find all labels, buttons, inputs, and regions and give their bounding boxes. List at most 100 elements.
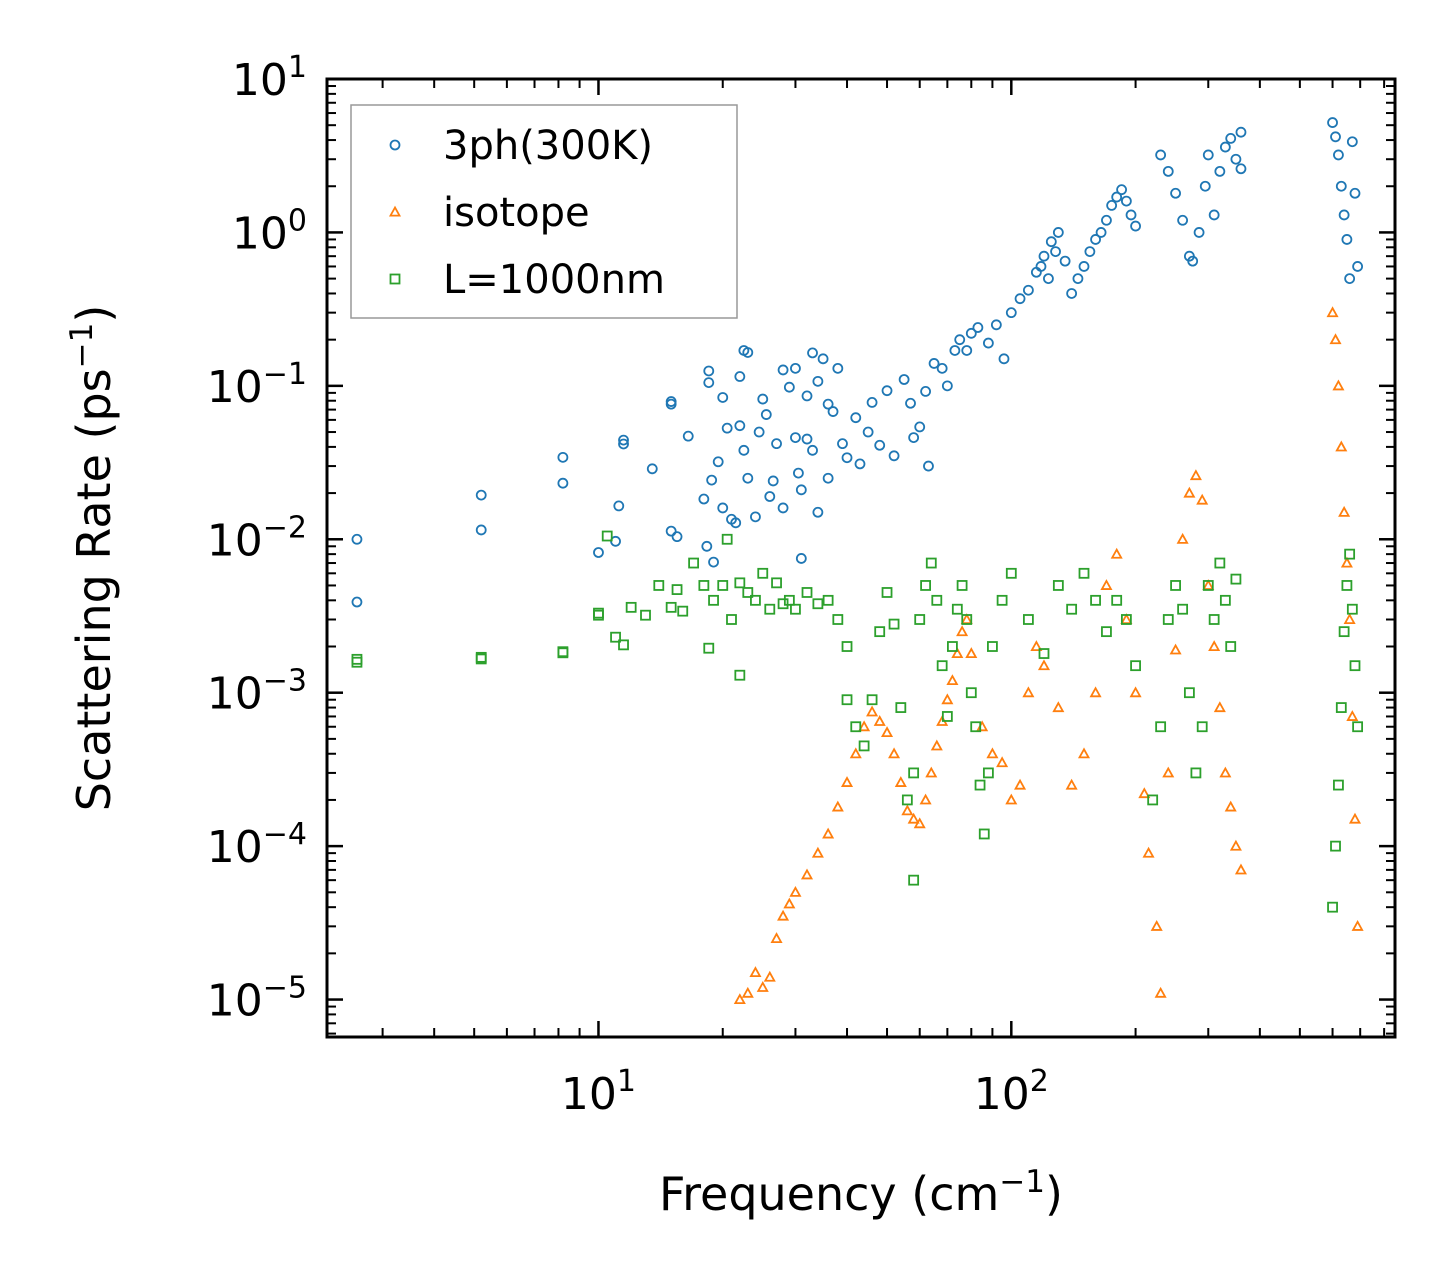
data-point — [1183, 687, 1195, 699]
data-point — [866, 397, 878, 408]
data-point — [753, 426, 765, 438]
data-point — [557, 477, 569, 489]
data-point — [874, 439, 886, 451]
data-point — [956, 625, 969, 637]
data-point — [1022, 284, 1034, 296]
data-point — [1352, 721, 1364, 733]
data-point — [941, 711, 953, 722]
x-tick-label: 101 — [561, 1064, 636, 1120]
data-point — [961, 345, 973, 356]
legend: 3ph(300K) isotope L=1000nm — [350, 104, 738, 319]
data-point — [1333, 779, 1344, 791]
data-point — [1338, 626, 1350, 638]
data-point — [1155, 149, 1167, 161]
data-point — [1235, 163, 1247, 175]
data-point — [1052, 701, 1065, 713]
data-point — [822, 594, 834, 606]
data-point — [965, 327, 977, 339]
data-point — [908, 767, 920, 779]
data-point — [1078, 567, 1090, 579]
data-point — [1090, 594, 1101, 606]
data-point — [1022, 614, 1034, 625]
data-point — [951, 603, 963, 615]
data-point — [895, 702, 907, 713]
data-point — [1101, 214, 1112, 226]
data-point — [557, 451, 569, 463]
data-point — [1038, 648, 1050, 659]
series-1 — [351, 117, 1364, 608]
data-point — [793, 467, 804, 479]
data-point — [665, 398, 677, 410]
data-point — [800, 868, 814, 880]
data-point — [557, 647, 569, 659]
data-point — [1349, 660, 1361, 672]
x-axis-label: Frequency (cm−1) — [659, 1164, 1063, 1221]
data-point — [946, 674, 959, 686]
data-point — [1343, 613, 1356, 624]
y-tick-label: 10−2 — [207, 510, 307, 566]
data-point — [783, 381, 795, 393]
data-point — [812, 375, 824, 387]
data-point — [646, 463, 658, 475]
data-point — [777, 909, 790, 921]
data-point — [996, 594, 1008, 606]
data-point — [1214, 557, 1226, 569]
data-point — [888, 747, 901, 759]
legend-marker — [389, 139, 401, 151]
legend-label: isotope — [443, 190, 590, 236]
data-point — [920, 386, 931, 397]
data-point — [613, 500, 625, 512]
data-point — [742, 347, 754, 358]
data-point — [1142, 846, 1155, 858]
data-point — [1037, 659, 1051, 671]
data-point — [703, 377, 715, 388]
data-point — [777, 502, 789, 514]
data-point — [771, 438, 782, 450]
series-3 — [351, 530, 1364, 913]
data-point — [894, 776, 907, 787]
data-point — [1050, 246, 1061, 257]
data-point — [1326, 306, 1339, 318]
plot-frame — [325, 77, 1397, 1039]
data-point — [1208, 640, 1221, 652]
legend-label: 3ph(300K) — [443, 123, 653, 169]
data-point — [1349, 187, 1361, 199]
data-point — [1335, 440, 1348, 452]
data-point — [1341, 234, 1353, 245]
data-point — [618, 438, 629, 450]
data-point — [790, 603, 801, 615]
data-point — [841, 694, 853, 706]
data-point — [777, 364, 789, 376]
data-point — [1162, 766, 1175, 778]
y-tick-label: 10−4 — [207, 817, 307, 873]
data-point — [625, 601, 637, 613]
data-point — [1170, 580, 1181, 591]
data-point — [866, 705, 879, 717]
data-point — [351, 596, 363, 608]
data-point — [1154, 986, 1167, 998]
data-point — [767, 475, 779, 487]
data-point — [1052, 227, 1064, 238]
data-point — [827, 406, 839, 417]
series-2 — [733, 306, 1364, 1005]
data-point — [698, 580, 710, 591]
data-point — [475, 489, 487, 501]
data-point — [858, 740, 870, 752]
data-point — [881, 587, 893, 598]
data-point — [771, 577, 782, 589]
data-point — [1014, 778, 1027, 790]
data-point — [936, 660, 948, 672]
data-point — [1177, 603, 1189, 615]
data-point — [1014, 293, 1026, 305]
data-point — [862, 426, 874, 438]
data-point — [764, 603, 776, 615]
data-point — [1120, 614, 1132, 625]
data-point — [1065, 778, 1078, 790]
data-point — [763, 970, 776, 982]
data-point — [1225, 133, 1237, 144]
data-point — [866, 694, 878, 706]
data-point — [1045, 236, 1057, 248]
data-point — [831, 800, 844, 812]
data-point — [801, 433, 813, 445]
data-point — [1214, 165, 1226, 177]
